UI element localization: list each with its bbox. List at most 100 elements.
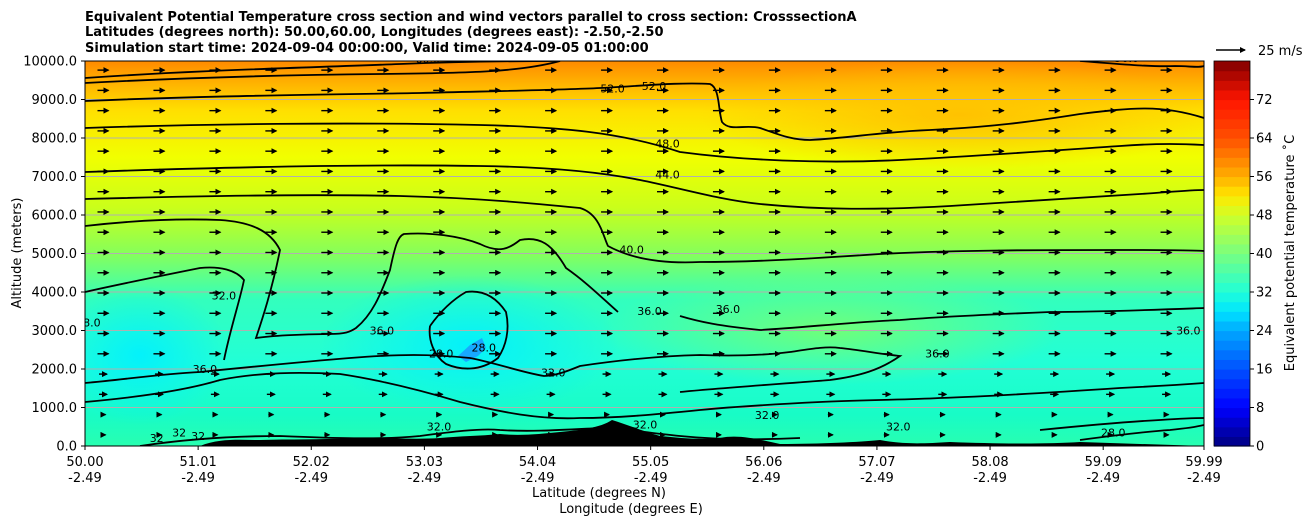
grid-lines	[85, 61, 1204, 446]
y-tick-label: 5000.0	[32, 247, 78, 262]
colorbar-tick-label: 32	[1256, 286, 1273, 301]
colorbar-band	[1214, 147, 1250, 158]
quiver-key-label: 25 m/s	[1258, 44, 1303, 59]
y-tick-label: 3000.0	[32, 324, 78, 339]
colorbar-band	[1214, 61, 1250, 72]
x-tick-label-lat: 59.09	[1085, 455, 1122, 470]
contour-label: 56.0	[1114, 52, 1139, 65]
colorbar-band	[1214, 224, 1250, 235]
contour-lines	[85, 61, 1204, 446]
colorbar-tick-label: 0	[1256, 440, 1264, 455]
contour-36-main	[85, 218, 619, 340]
contour-40	[85, 194, 1204, 264]
x-tick-label-lon: -2.49	[1086, 471, 1120, 486]
contour-label: 36.0	[716, 303, 741, 316]
y-axis-label: Altitude (meters)	[10, 198, 25, 309]
warm-region-top-right	[700, 61, 1204, 170]
colorbar-band	[1214, 166, 1250, 178]
colorbar-band	[1214, 176, 1250, 187]
x-tick-label-lon: -2.49	[634, 471, 668, 486]
contour-44	[85, 164, 1204, 210]
x-tick-label-lat: 57.07	[858, 455, 895, 470]
x-tick-label-lat: 51.01	[180, 455, 217, 470]
colorbar-band	[1214, 243, 1250, 255]
colorbar-band	[1214, 388, 1250, 399]
x-tick-label-lon: -2.49	[973, 471, 1007, 486]
y-tick-label: 1000.0	[32, 401, 78, 416]
y-tick-label: 8000.0	[32, 132, 78, 147]
colorbar-band	[1214, 99, 1250, 110]
contour-56-right	[1079, 61, 1204, 68]
colorbar-tick-label: 40	[1256, 247, 1273, 262]
colorbar-band	[1214, 369, 1250, 380]
contour-label: 60.0	[416, 53, 441, 66]
y-tick-label: 10000.0	[23, 55, 77, 70]
x-tick-label-lon: -2.49	[181, 471, 215, 486]
x-tick-label-lon: -2.49	[747, 471, 781, 486]
colorbar-band	[1214, 253, 1250, 264]
colorbar-band	[1214, 205, 1250, 216]
y-tick-label: 7000.0	[32, 170, 78, 185]
contour-label: 32.0	[212, 290, 237, 303]
colorbar-band	[1214, 195, 1250, 206]
colorbar-band	[1214, 359, 1250, 370]
colorbar-band	[1214, 320, 1250, 332]
y-tick-label: 2000.0	[32, 363, 78, 378]
colorbar-band	[1214, 426, 1250, 437]
contour-label: 36.0	[370, 324, 395, 337]
contour-28-pocket	[428, 290, 509, 370]
x-tick-label-lat: 59.99	[1185, 455, 1222, 470]
contour-label: 52.0	[642, 80, 667, 93]
contour-label: 36.0	[1176, 324, 1201, 337]
x-tick-label-lon: -2.49	[408, 471, 442, 486]
quiver-key: 25 m/s	[1216, 44, 1303, 59]
colorbar-label: Equivalent potential temperature ˚C	[1282, 135, 1298, 371]
chart-title-line-3: Simulation start time: 2024-09-04 00:00:…	[85, 41, 649, 56]
x-tick-label-lat: 58.08	[971, 455, 1008, 470]
contour-label: 52.0	[600, 83, 625, 96]
colorbar-tick-label: 64	[1256, 132, 1273, 147]
colorbar-band	[1214, 397, 1250, 409]
y-axis: 0.0 1000.0 2000.0 3000.0 4000.0 5000.0 6000.0 7…	[23, 55, 85, 455]
colorbar-band	[1214, 215, 1250, 226]
contour-label: 32	[172, 426, 186, 439]
x-tick-label-lat: 56.06	[745, 455, 782, 470]
chart-title-line-1: Equivalent Potential Temperature cross s…	[85, 10, 857, 25]
colorbar-tick-label: 16	[1256, 363, 1273, 378]
contour-label: 40.0	[619, 244, 644, 257]
x-axis-label-2: Longitude (degrees E)	[559, 502, 703, 517]
contour-56-left	[85, 61, 561, 84]
chart-title-line-2: Latitudes (degrees north): 50.00,60.00, …	[85, 25, 664, 40]
contour-label: 32.0	[755, 409, 780, 422]
contour-32-right	[1039, 417, 1204, 431]
x-tick-label-lon: -2.49	[521, 471, 555, 486]
colorbar-band	[1214, 311, 1250, 322]
x-axis-label: Latitude (degrees N)	[532, 486, 666, 501]
contour-48	[85, 122, 1204, 163]
contour-52	[85, 82, 1204, 141]
contour-36-low-left	[85, 346, 903, 393]
colorbar-tick-label: 8	[1256, 401, 1264, 416]
contour-label: 32.0	[886, 421, 911, 434]
colorbar-band	[1214, 186, 1250, 197]
colorbar-tick-label: 56	[1256, 170, 1273, 185]
cool-region-left	[85, 285, 230, 425]
contour-label: 28.0	[1101, 426, 1126, 439]
colorbar-band	[1214, 138, 1250, 149]
colorbar-band	[1214, 282, 1250, 293]
x-tick-label-lon: -2.49	[1187, 471, 1221, 486]
x-tick-label-lon: -2.49	[68, 471, 102, 486]
contour-label: 32	[191, 430, 205, 443]
x-tick-label-lon: -2.49	[860, 471, 894, 486]
contour-label: 28.0	[76, 317, 101, 330]
contour-label: 32.0	[633, 419, 658, 432]
colorbar-band	[1214, 417, 1250, 428]
cold-pocket	[458, 338, 486, 362]
colorbar-band	[1214, 330, 1250, 341]
colorbar-tick-label: 24	[1256, 324, 1273, 339]
colorbar-band	[1214, 272, 1250, 283]
contour-32-upper	[85, 266, 245, 361]
colorbar-band	[1214, 109, 1250, 120]
colorbar-band	[1214, 340, 1250, 351]
